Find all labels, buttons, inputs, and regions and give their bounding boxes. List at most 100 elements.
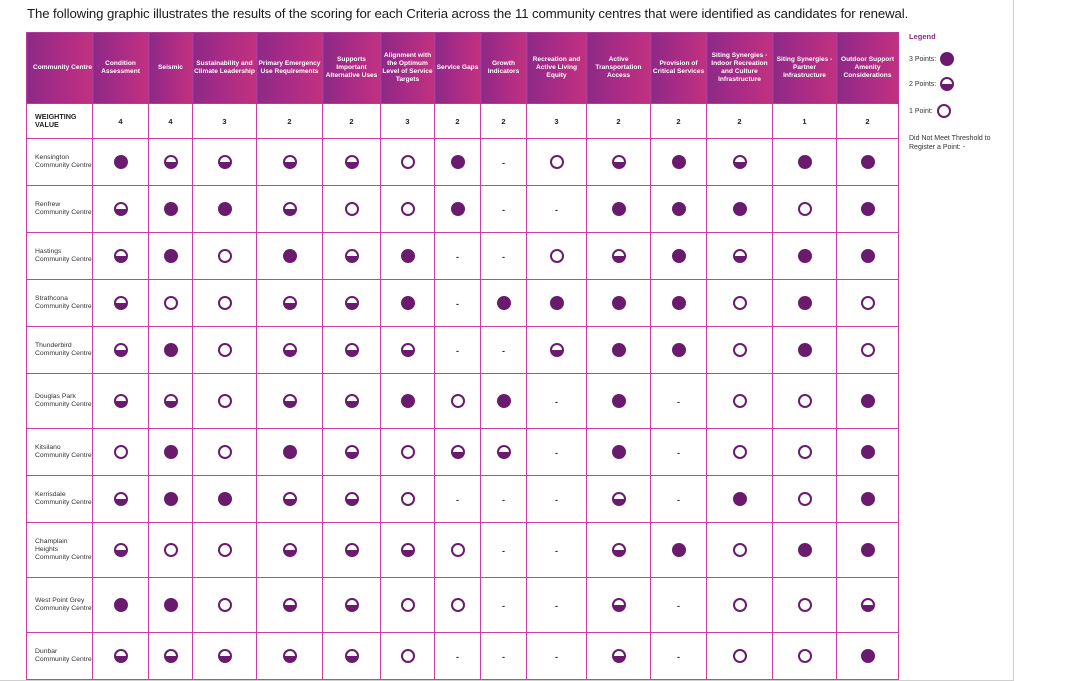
half-circle-icon [611,248,626,263]
header-criterion: Supports Important Alternative Uses [322,32,381,104]
full-circle-icon [400,393,415,408]
full-circle-icon [549,295,564,310]
score-cell: - [526,632,587,680]
half-circle-icon [282,542,297,557]
legend-title: Legend [909,32,936,41]
full-circle-icon [732,491,747,506]
weight-value: 2 [706,103,773,139]
score-cell [92,632,149,680]
score-cell [322,577,381,633]
half-circle-icon [113,248,128,263]
half-circle-icon [282,393,297,408]
half-circle-icon [113,393,128,408]
full-circle-icon [400,248,415,263]
full-circle-icon [797,154,812,169]
score-cell: - [526,373,587,429]
header-row: Community Centre Condition Assessment Sei… [26,32,899,104]
half-circle-icon [860,597,875,612]
legend-three-points: 3 Points: [909,52,955,66]
score-cell [706,279,773,327]
score-cell [92,373,149,429]
weight-value: 1 [772,103,837,139]
empty-circle-icon [217,393,232,408]
score-cell [650,326,707,374]
score-cell [92,279,149,327]
header-criterion: Provision of Critical Services [650,32,707,104]
table-row: Douglas Park Community Centre - - [26,373,899,429]
score-cell: - [650,475,707,523]
score-cell [322,522,381,578]
weight-value: 2 [322,103,381,139]
score-cell [256,475,323,523]
score-cell [148,373,193,429]
score-cell [322,373,381,429]
empty-circle-icon [217,444,232,459]
half-circle-icon [282,154,297,169]
score-cell [434,185,481,233]
score-cell [772,475,837,523]
score-cell: - [434,632,481,680]
full-circle-icon [217,201,232,216]
half-circle-icon [113,201,128,216]
full-circle-icon [860,444,875,459]
no-point-dash: - [555,495,558,505]
empty-circle-icon [217,597,232,612]
score-cell [322,475,381,523]
full-circle-icon [797,295,812,310]
score-cell: - [650,577,707,633]
no-point-dash: - [456,495,459,505]
score-cell: - [526,522,587,578]
empty-circle-icon [450,542,465,557]
score-cell [92,428,149,476]
header-criterion: Sustainability and Climate Leadership [192,32,257,104]
score-cell [322,138,381,186]
weight-value: 2 [586,103,651,139]
score-cell [148,428,193,476]
score-cell [148,632,193,680]
score-cell [586,326,651,374]
half-circle-icon [344,491,359,506]
empty-circle-icon [860,295,875,310]
score-cell: - [480,185,527,233]
score-cell [380,632,435,680]
empty-circle-icon [400,154,415,169]
score-cell [836,185,899,233]
legend-one-point: 1 Point: [909,104,951,118]
score-cell [256,577,323,633]
half-circle-icon [344,154,359,169]
no-point-dash: - [456,652,459,662]
score-cell [706,475,773,523]
empty-circle-icon [450,597,465,612]
full-circle-icon [163,444,178,459]
no-point-dash: - [677,601,680,611]
half-circle-icon [282,295,297,310]
score-cell [586,577,651,633]
full-circle-icon [860,542,875,557]
weighting-label: WEIGHTING VALUE [26,103,93,139]
full-circle-icon [860,393,875,408]
score-cell [92,232,149,280]
score-cell [192,232,257,280]
full-circle-icon [732,201,747,216]
score-cell [434,522,481,578]
score-cell [92,138,149,186]
empty-circle-icon [163,295,178,310]
full-circle-icon [671,248,686,263]
full-circle-icon [671,542,686,557]
score-cell [586,232,651,280]
no-point-dash: - [555,397,558,407]
header-criterion: Service Gaps [434,32,481,104]
half-circle-icon [732,248,747,263]
score-cell [380,279,435,327]
score-cell [192,279,257,327]
score-cell [586,138,651,186]
header-criterion: Seismic [148,32,193,104]
centre-name: Kitsilano Community Centre [26,428,93,476]
weight-value: 2 [650,103,707,139]
score-cell [706,428,773,476]
empty-circle-icon [797,444,812,459]
score-cell [836,232,899,280]
no-point-dash: - [502,346,505,356]
weight-value: 2 [480,103,527,139]
